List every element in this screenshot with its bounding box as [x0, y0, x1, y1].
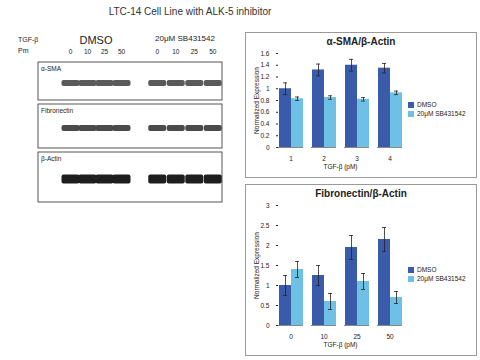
svg-text:0: 0 — [69, 48, 73, 55]
svg-text:2: 2 — [266, 242, 270, 249]
html-text:Fibronectin/β-Actin: Fibronectin/β-Actin — [315, 188, 407, 199]
svg-text:25: 25 — [101, 48, 109, 55]
svg-text:1.5: 1.5 — [260, 262, 269, 269]
svg-text:10: 10 — [84, 48, 92, 55]
svg-text:10: 10 — [320, 333, 328, 340]
svg-text:1: 1 — [266, 282, 270, 289]
svg-text:25: 25 — [191, 48, 199, 55]
html-text:DMSO: DMSO — [417, 101, 437, 108]
svg-text:TGF-β (pM): TGF-β (pM) — [323, 341, 357, 349]
svg-text:0: 0 — [266, 322, 270, 329]
svg-text:0.5: 0.5 — [260, 302, 269, 309]
svg-text:1: 1 — [289, 155, 293, 162]
html-text:20μM SB431542: 20μM SB431542 — [417, 110, 466, 117]
svg-text:Fibronectin: Fibronectin — [41, 107, 74, 114]
svg-text:DMSO: DMSO — [80, 34, 113, 46]
svg-text:0.4: 0.4 — [260, 120, 269, 127]
svg-text:4: 4 — [388, 155, 392, 162]
svg-text:Normalized Expression: Normalized Expression — [253, 232, 261, 299]
svg-text:0.6: 0.6 — [260, 108, 269, 115]
html-text:LTC-14 Cell Line with ALK-5 in: LTC-14 Cell Line with ALK-5 inhibitor — [108, 6, 272, 17]
svg-text:β-Actin: β-Actin — [41, 155, 62, 163]
svg-text:1: 1 — [266, 85, 270, 92]
svg-text:2.5: 2.5 — [260, 222, 269, 229]
svg-text:10: 10 — [172, 48, 180, 55]
svg-text:α-SMA: α-SMA — [41, 65, 62, 72]
svg-text:50: 50 — [386, 333, 394, 340]
svg-text:Pm: Pm — [18, 47, 29, 54]
svg-text:20μM SB431542: 20μM SB431542 — [155, 34, 215, 43]
svg-text:1.4: 1.4 — [260, 61, 269, 68]
html-text:DMSO: DMSO — [417, 266, 437, 273]
svg-text:1.2: 1.2 — [260, 73, 269, 80]
svg-text:0: 0 — [289, 333, 293, 340]
svg-text:50: 50 — [118, 48, 126, 55]
svg-text:1.6: 1.6 — [260, 50, 269, 57]
svg-text:0.2: 0.2 — [260, 132, 269, 139]
svg-text:0: 0 — [155, 48, 159, 55]
svg-text:50: 50 — [209, 48, 217, 55]
html-text:α-SMA/β-Actin: α-SMA/β-Actin — [326, 36, 396, 47]
svg-text:3: 3 — [355, 155, 359, 162]
html-text:20μM SB431542: 20μM SB431542 — [417, 275, 466, 282]
svg-text:TGF-β (pM): TGF-β (pM) — [323, 163, 357, 171]
svg-text:TGF-β: TGF-β — [18, 36, 38, 44]
svg-text:3: 3 — [266, 202, 270, 209]
svg-text:2: 2 — [322, 155, 326, 162]
svg-text:0.8: 0.8 — [260, 97, 269, 104]
svg-text:25: 25 — [353, 333, 361, 340]
svg-text:0: 0 — [266, 144, 270, 151]
svg-text:Normalized Expression: Normalized Expression — [253, 67, 261, 134]
